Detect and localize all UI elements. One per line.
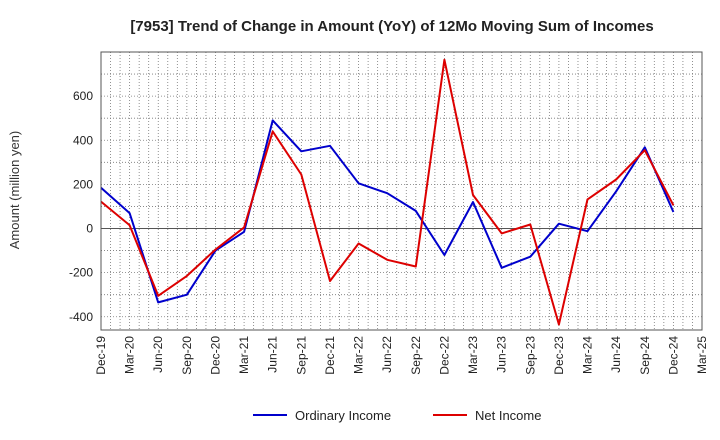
x-tick-label: Jun-23: [495, 336, 509, 373]
x-tick-label: Mar-22: [352, 336, 366, 374]
x-tick-label: Mar-23: [466, 336, 480, 374]
x-tick-label: Mar-24: [581, 336, 595, 374]
x-tick-label: Dec-19: [94, 336, 108, 375]
y-tick-label: 400: [73, 133, 93, 147]
y-tick-label: 0: [86, 222, 93, 236]
y-tick-label: 600: [73, 89, 93, 103]
y-tick-label: -400: [69, 310, 93, 324]
x-tick-label: Jun-22: [380, 336, 394, 373]
chart-title: [7953] Trend of Change in Amount (YoY) o…: [130, 18, 653, 35]
x-tick-label: Jun-21: [266, 336, 280, 373]
x-tick-label: Dec-24: [666, 336, 680, 375]
legend-label: Net Income: [475, 408, 541, 423]
y-tick-label: 200: [73, 177, 93, 191]
legend-item-2: Net Income: [433, 408, 541, 423]
y-tick-label: -200: [69, 266, 93, 280]
legend-item-1: Ordinary Income: [253, 408, 391, 423]
x-tick-label: Sep-24: [638, 336, 652, 375]
x-tick-label: Jun-20: [151, 336, 165, 373]
x-tick-label: Sep-23: [523, 336, 537, 375]
series-line-1: [100, 119, 675, 304]
x-tick-label: Sep-20: [180, 336, 194, 375]
x-tick-label: Mar-25: [695, 336, 709, 374]
x-tick-label: Dec-22: [437, 336, 451, 375]
series-line-2: [100, 58, 675, 326]
y-tick-labels: -400 -200 0 200 400 600: [69, 89, 93, 324]
plot-frame: [100, 51, 703, 331]
legend: Ordinary Income Net Income: [253, 408, 541, 423]
x-tick-label: Mar-21: [237, 336, 251, 374]
x-tick-label: Dec-21: [323, 336, 337, 375]
x-tick-label: Jun-24: [609, 336, 623, 373]
series-lines: [100, 58, 675, 326]
x-tick-label: Dec-20: [208, 336, 222, 375]
x-tick-label: Mar-20: [123, 336, 137, 374]
x-tick-label: Sep-21: [294, 336, 308, 375]
legend-label: Ordinary Income: [295, 408, 391, 423]
x-tick-labels: Dec-19 Mar-20 Jun-20 Sep-20 Dec-20 Mar-21 Jun-…: [94, 336, 709, 375]
y-axis-label: Amount (million yen): [7, 131, 22, 250]
x-tick-label: Sep-22: [409, 336, 423, 375]
x-tick-label: Dec-23: [552, 336, 566, 375]
